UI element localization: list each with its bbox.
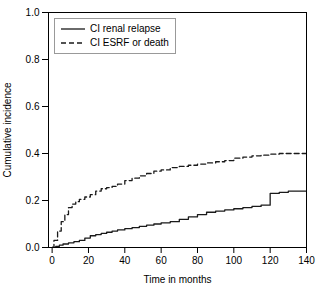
svg-text:1.0: 1.0 xyxy=(26,7,40,18)
svg-text:80: 80 xyxy=(192,255,204,266)
svg-text:60: 60 xyxy=(156,255,168,266)
html-text:CI renal relapse: CI renal relapse xyxy=(90,23,161,34)
svg-text:0.8: 0.8 xyxy=(26,54,40,65)
html-text:CI ESRF or death: CI ESRF or death xyxy=(90,37,169,48)
svg-text:0.2: 0.2 xyxy=(26,195,40,206)
svg-text:Cumulative incidence: Cumulative incidence xyxy=(2,82,13,177)
svg-text:20: 20 xyxy=(83,255,95,266)
svg-text:Time in months: Time in months xyxy=(144,274,212,285)
svg-text:140: 140 xyxy=(298,255,315,266)
svg-text:120: 120 xyxy=(262,255,279,266)
svg-text:100: 100 xyxy=(225,255,242,266)
svg-text:0.0: 0.0 xyxy=(26,242,40,253)
svg-text:0.6: 0.6 xyxy=(26,101,40,112)
svg-text:0: 0 xyxy=(49,255,55,266)
svg-text:0.4: 0.4 xyxy=(26,148,40,159)
svg-text:40: 40 xyxy=(119,255,131,266)
